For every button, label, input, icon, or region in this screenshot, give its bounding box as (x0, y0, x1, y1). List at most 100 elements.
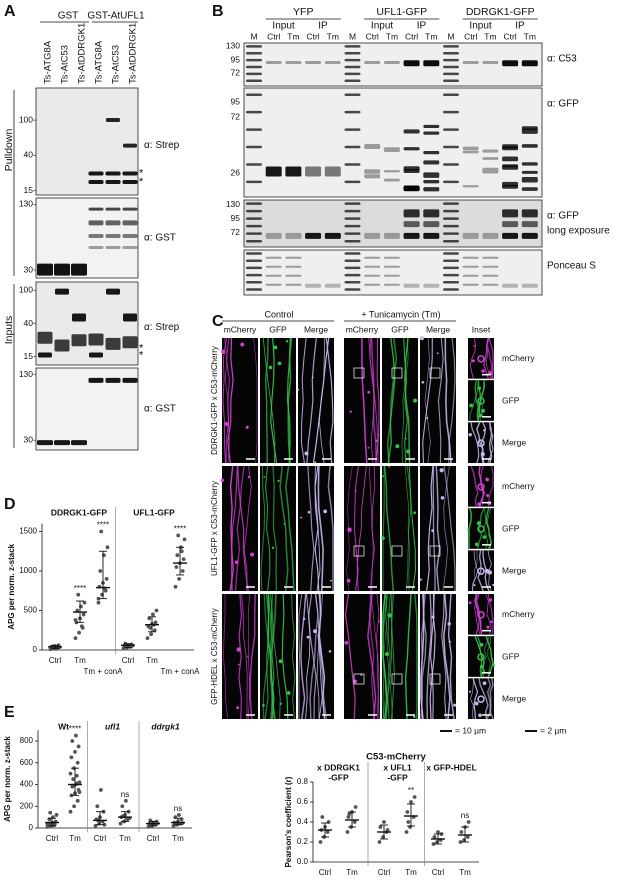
puncta (395, 444, 400, 449)
data-point (71, 777, 76, 781)
band (265, 166, 282, 177)
cell-wall (441, 593, 447, 720)
puncta (349, 410, 352, 413)
inset-box (391, 673, 403, 685)
mw-marker: 72 (231, 67, 241, 77)
panel-label: C (212, 313, 224, 330)
band (423, 172, 440, 178)
inset-label: GFP (502, 651, 520, 661)
inset-label: Merge (502, 565, 526, 575)
band (502, 232, 519, 239)
channel-label: GFP (269, 324, 287, 334)
data-point (75, 798, 80, 803)
x-tick-label: Ctrl (378, 868, 391, 877)
band (285, 265, 302, 268)
data-point (79, 624, 84, 629)
significance-label: **** (97, 521, 109, 530)
inset-box (391, 545, 403, 557)
band (246, 273, 262, 277)
band (443, 209, 459, 213)
y-tick-label: 0.8 (297, 777, 309, 786)
band (246, 259, 262, 262)
band (482, 232, 499, 239)
cell-wall (260, 465, 266, 592)
lane-label: Tm (287, 31, 299, 41)
puncta (240, 342, 245, 347)
cell-wall (468, 508, 473, 549)
band (246, 128, 262, 131)
band (344, 281, 361, 284)
mw-marker: 30 (24, 264, 34, 274)
mw-marker: 72 (231, 227, 241, 237)
band (364, 144, 381, 150)
data-point (95, 804, 100, 809)
band (462, 265, 479, 268)
cell-wall (222, 337, 227, 464)
band (423, 131, 440, 135)
puncta (439, 468, 444, 473)
antibody-label: long exposure (547, 226, 610, 237)
band (443, 232, 459, 235)
data-point (320, 815, 325, 819)
band (344, 58, 361, 62)
cell-wall (385, 593, 394, 720)
band (383, 232, 400, 239)
puncta (283, 523, 286, 526)
puncta (285, 340, 289, 343)
band (443, 93, 459, 96)
band (482, 157, 499, 160)
row-label: UFL1-GFP x C53-mCherry (210, 481, 219, 576)
data-point (147, 616, 152, 621)
mw-marker: 130 (226, 199, 240, 209)
data-point (70, 739, 75, 743)
cell-wall (265, 337, 269, 464)
band (344, 128, 361, 131)
band (344, 259, 361, 262)
x-tick-label: Ctrl (432, 868, 445, 877)
data-point (175, 553, 180, 558)
puncta (307, 510, 311, 514)
band (122, 171, 138, 176)
puncta (471, 359, 475, 363)
data-point (96, 596, 101, 601)
x-tick-label: Ctrl (46, 834, 59, 843)
lane-label: Ts-AtDDRGK1 (128, 23, 139, 84)
x-tick-label: Tm (69, 834, 81, 843)
band (246, 110, 262, 114)
scale-label: = 10 µm (455, 725, 486, 735)
data-point (466, 820, 471, 824)
cell-wall (489, 422, 493, 464)
cell-wall (480, 465, 484, 507)
inset-puncta (477, 611, 485, 619)
channel-label: mCherry (346, 324, 379, 334)
y-tick-label: 800 (20, 736, 34, 745)
fraction-label: Input (272, 21, 294, 32)
puncta (406, 449, 411, 454)
lane-label: Ctrl (503, 31, 516, 41)
cell-wall (472, 678, 479, 720)
inset-puncta (477, 653, 485, 661)
band (364, 274, 381, 277)
band (443, 128, 459, 131)
group-label: -GFP (387, 772, 408, 782)
band (344, 52, 361, 55)
band (105, 171, 121, 176)
cell-wall (485, 508, 492, 550)
x-tick-label: Ctrl (122, 656, 135, 665)
band (37, 331, 53, 344)
cell-wall (370, 337, 377, 464)
band (423, 221, 440, 228)
data-point (99, 788, 103, 792)
lane-label: Ts-ATG8A (94, 40, 105, 84)
group-label: Wt (58, 721, 69, 731)
data-point (459, 830, 464, 834)
cell-wall (437, 337, 444, 464)
band (265, 274, 282, 277)
band (383, 256, 400, 259)
data-point (179, 549, 184, 554)
mw-marker: 72 (231, 112, 241, 122)
cell-wall (238, 593, 243, 720)
band (344, 65, 361, 69)
puncta (473, 584, 476, 587)
